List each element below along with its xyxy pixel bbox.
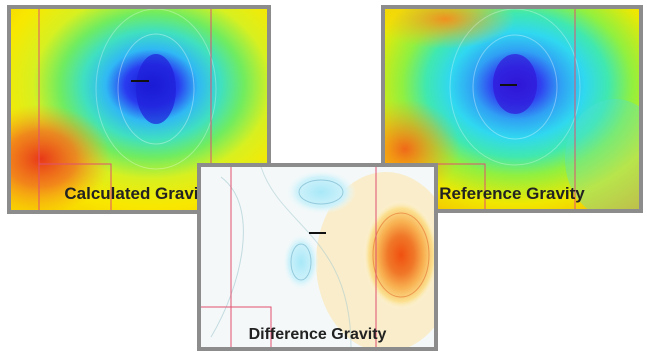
calculated-gravity-panel: Calculated Gravity	[7, 5, 271, 214]
reference-gravity-label: Reference Gravity	[439, 184, 585, 203]
difference-gravity-panel: Difference Gravity	[197, 163, 438, 351]
difference-gravity-label: Difference Gravity	[248, 326, 387, 343]
difference-gravity-map	[201, 167, 434, 347]
calculated-gravity-label: Calculated Gravity	[64, 184, 214, 203]
calculated-gravity-map	[11, 9, 267, 210]
